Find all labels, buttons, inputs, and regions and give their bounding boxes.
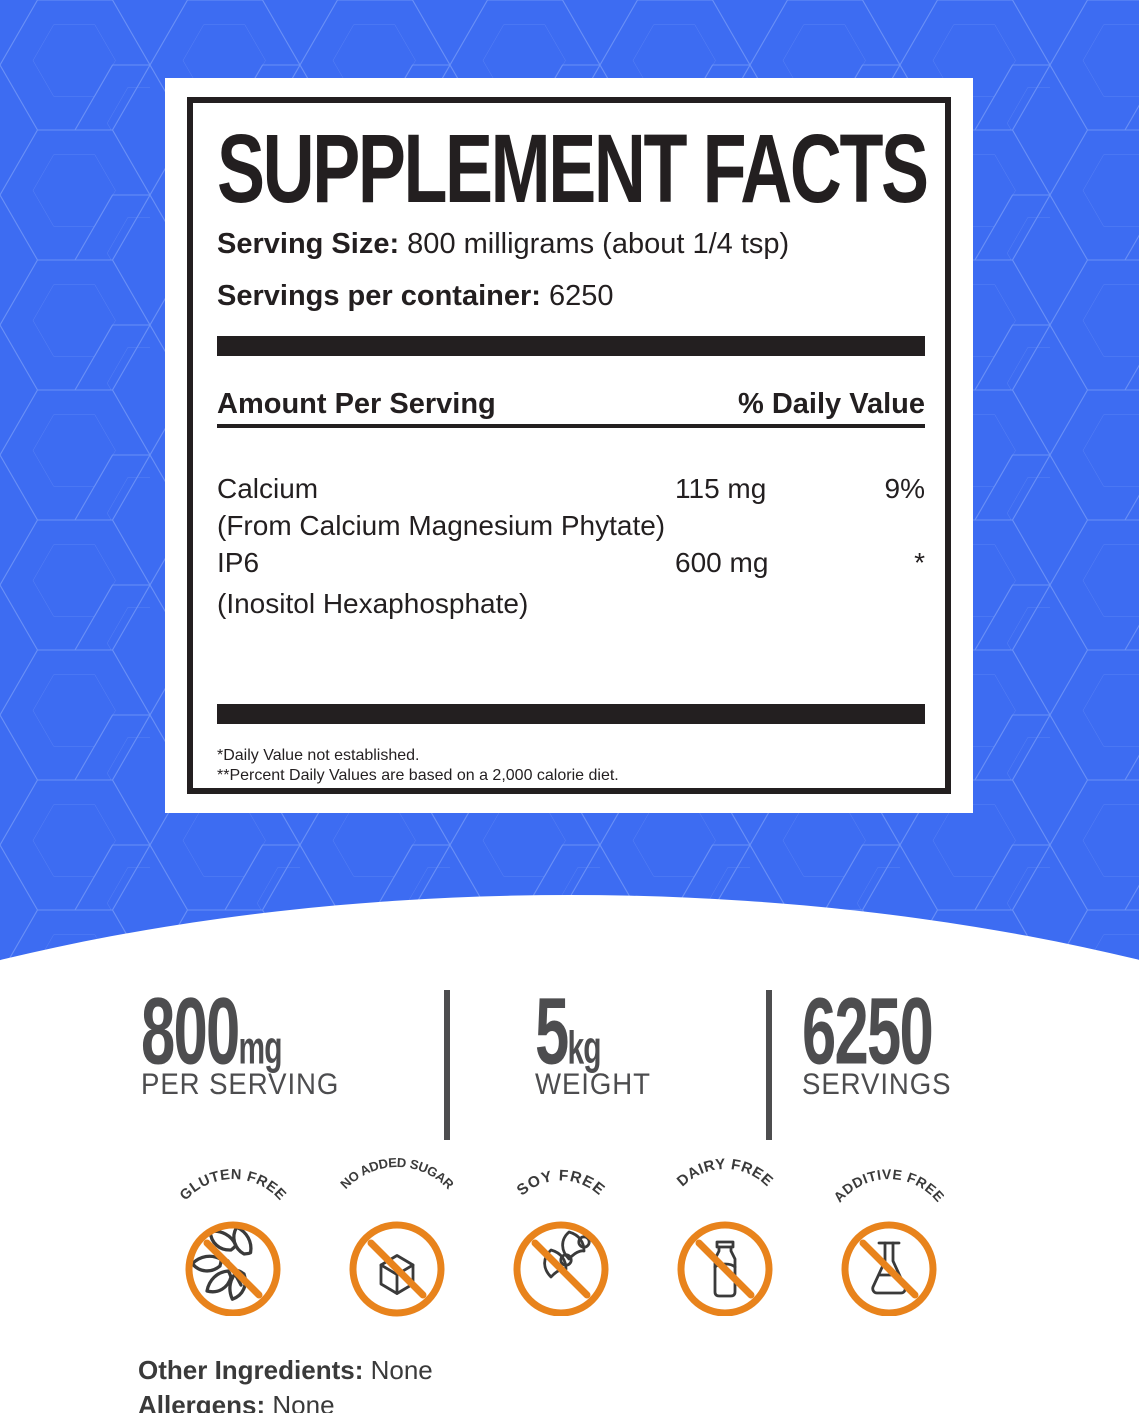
svg-text:NO ADDED SUGAR: NO ADDED SUGAR — [337, 1155, 457, 1193]
svg-text:GLUTEN FREE: GLUTEN FREE — [178, 1167, 288, 1204]
svg-text:SOY FREE: SOY FREE — [514, 1167, 608, 1199]
svg-text:ADDITIVE FREE: ADDITIVE FREE — [834, 1166, 944, 1205]
svg-text:DAIRY FREE: DAIRY FREE — [674, 1156, 777, 1190]
